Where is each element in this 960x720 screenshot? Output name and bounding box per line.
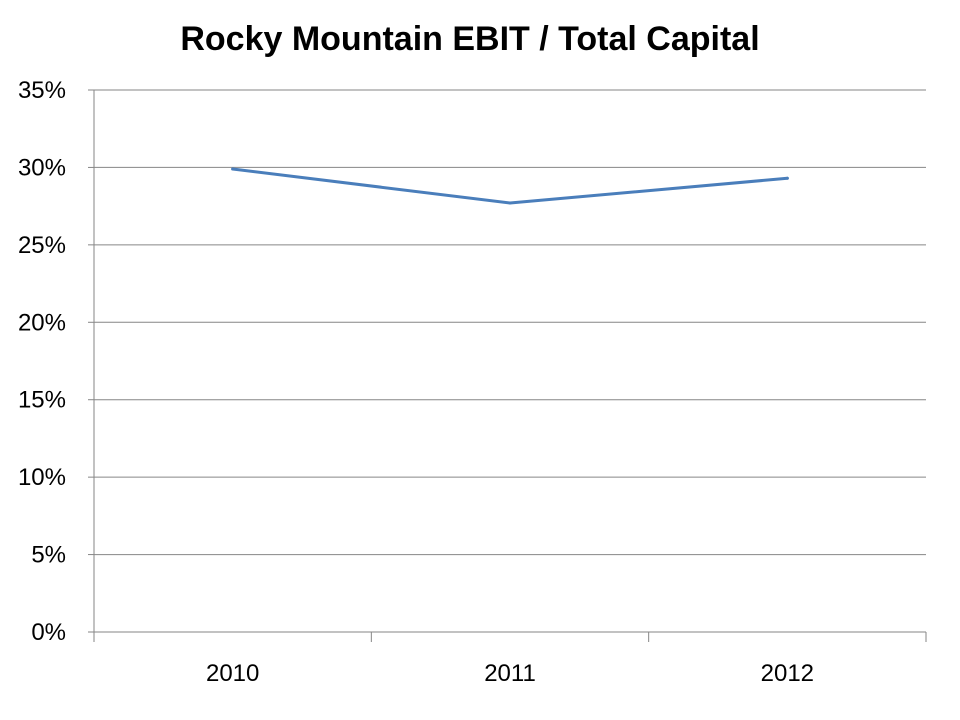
- y-tick-label: 15%: [18, 387, 66, 414]
- data-point: [785, 176, 789, 180]
- y-tick-label: 35%: [18, 77, 66, 104]
- x-axis-tick-labels: 2010 2011 2012: [206, 660, 814, 687]
- y-tick-label: 20%: [18, 309, 66, 336]
- gridlines: [94, 89, 926, 556]
- y-tick-label: 30%: [18, 154, 66, 181]
- y-tick-label: 0%: [31, 619, 66, 646]
- x-tick-label: 2011: [484, 660, 536, 687]
- y-tick-label: 25%: [18, 232, 66, 259]
- series-line: [231, 167, 789, 205]
- x-tick-label: 2010: [206, 660, 259, 687]
- series-layer: [231, 167, 789, 205]
- y-axis-tick-labels: 0% 5% 10% 15% 20% 25% 30% 35%: [18, 77, 66, 646]
- y-tick-label: 10%: [18, 464, 66, 491]
- axes: [88, 89, 927, 642]
- data-point: [508, 201, 512, 205]
- x-tick-label: 2012: [761, 660, 814, 687]
- y-tick-label: 5%: [31, 542, 66, 569]
- chart-title: Rocky Mountain EBIT / Total Capital: [180, 20, 759, 58]
- data-point: [231, 167, 235, 171]
